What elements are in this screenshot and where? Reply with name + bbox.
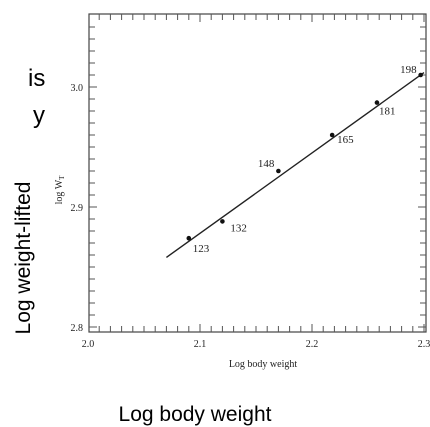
inner-y-axis-label: log WT — [54, 175, 66, 205]
side-text-fragment-1: is — [28, 65, 45, 92]
inner-y-axis-label-main: log W — [54, 179, 65, 204]
data-point-label: 198 — [400, 64, 417, 76]
data-point-label: 132 — [230, 222, 247, 234]
data-point — [329, 132, 335, 138]
data-point-label: 148 — [258, 158, 275, 170]
data-point-label: 123 — [193, 243, 210, 255]
y-tick-label: 2.8 — [71, 323, 84, 334]
axis-ticks — [89, 14, 426, 332]
y-tick-label: 2.9 — [71, 203, 84, 214]
inner-x-axis-label: Log body weight — [229, 359, 298, 370]
data-point-label: 165 — [337, 134, 354, 146]
axis-tick-labels: 2.0 2.1 2.2 2.3 2.8 2.9 3.0 — [71, 83, 430, 350]
data-point — [418, 72, 423, 78]
outer-y-axis-label: Log weight-lifted — [12, 182, 35, 335]
x-tick-label: 2.0 — [82, 339, 95, 350]
inner-y-axis-label-subscript: T — [58, 175, 66, 180]
regression-line — [165, 72, 425, 258]
side-text-fragment-2: y — [33, 102, 45, 129]
data-point — [220, 219, 225, 224]
outer-x-axis-label: Log body weight — [119, 403, 272, 426]
data-point — [186, 235, 192, 241]
data-point — [374, 100, 380, 105]
y-tick-label: 3.0 — [71, 83, 84, 94]
x-tick-label: 2.3 — [418, 339, 430, 350]
x-tick-label: 2.1 — [194, 339, 207, 350]
data-point — [276, 168, 281, 174]
series-group: 123 132 148 165 181 198 — [165, 64, 425, 258]
x-tick-label: 2.2 — [306, 339, 319, 350]
plot-frame — [88, 13, 427, 333]
data-point-label: 181 — [379, 106, 396, 118]
